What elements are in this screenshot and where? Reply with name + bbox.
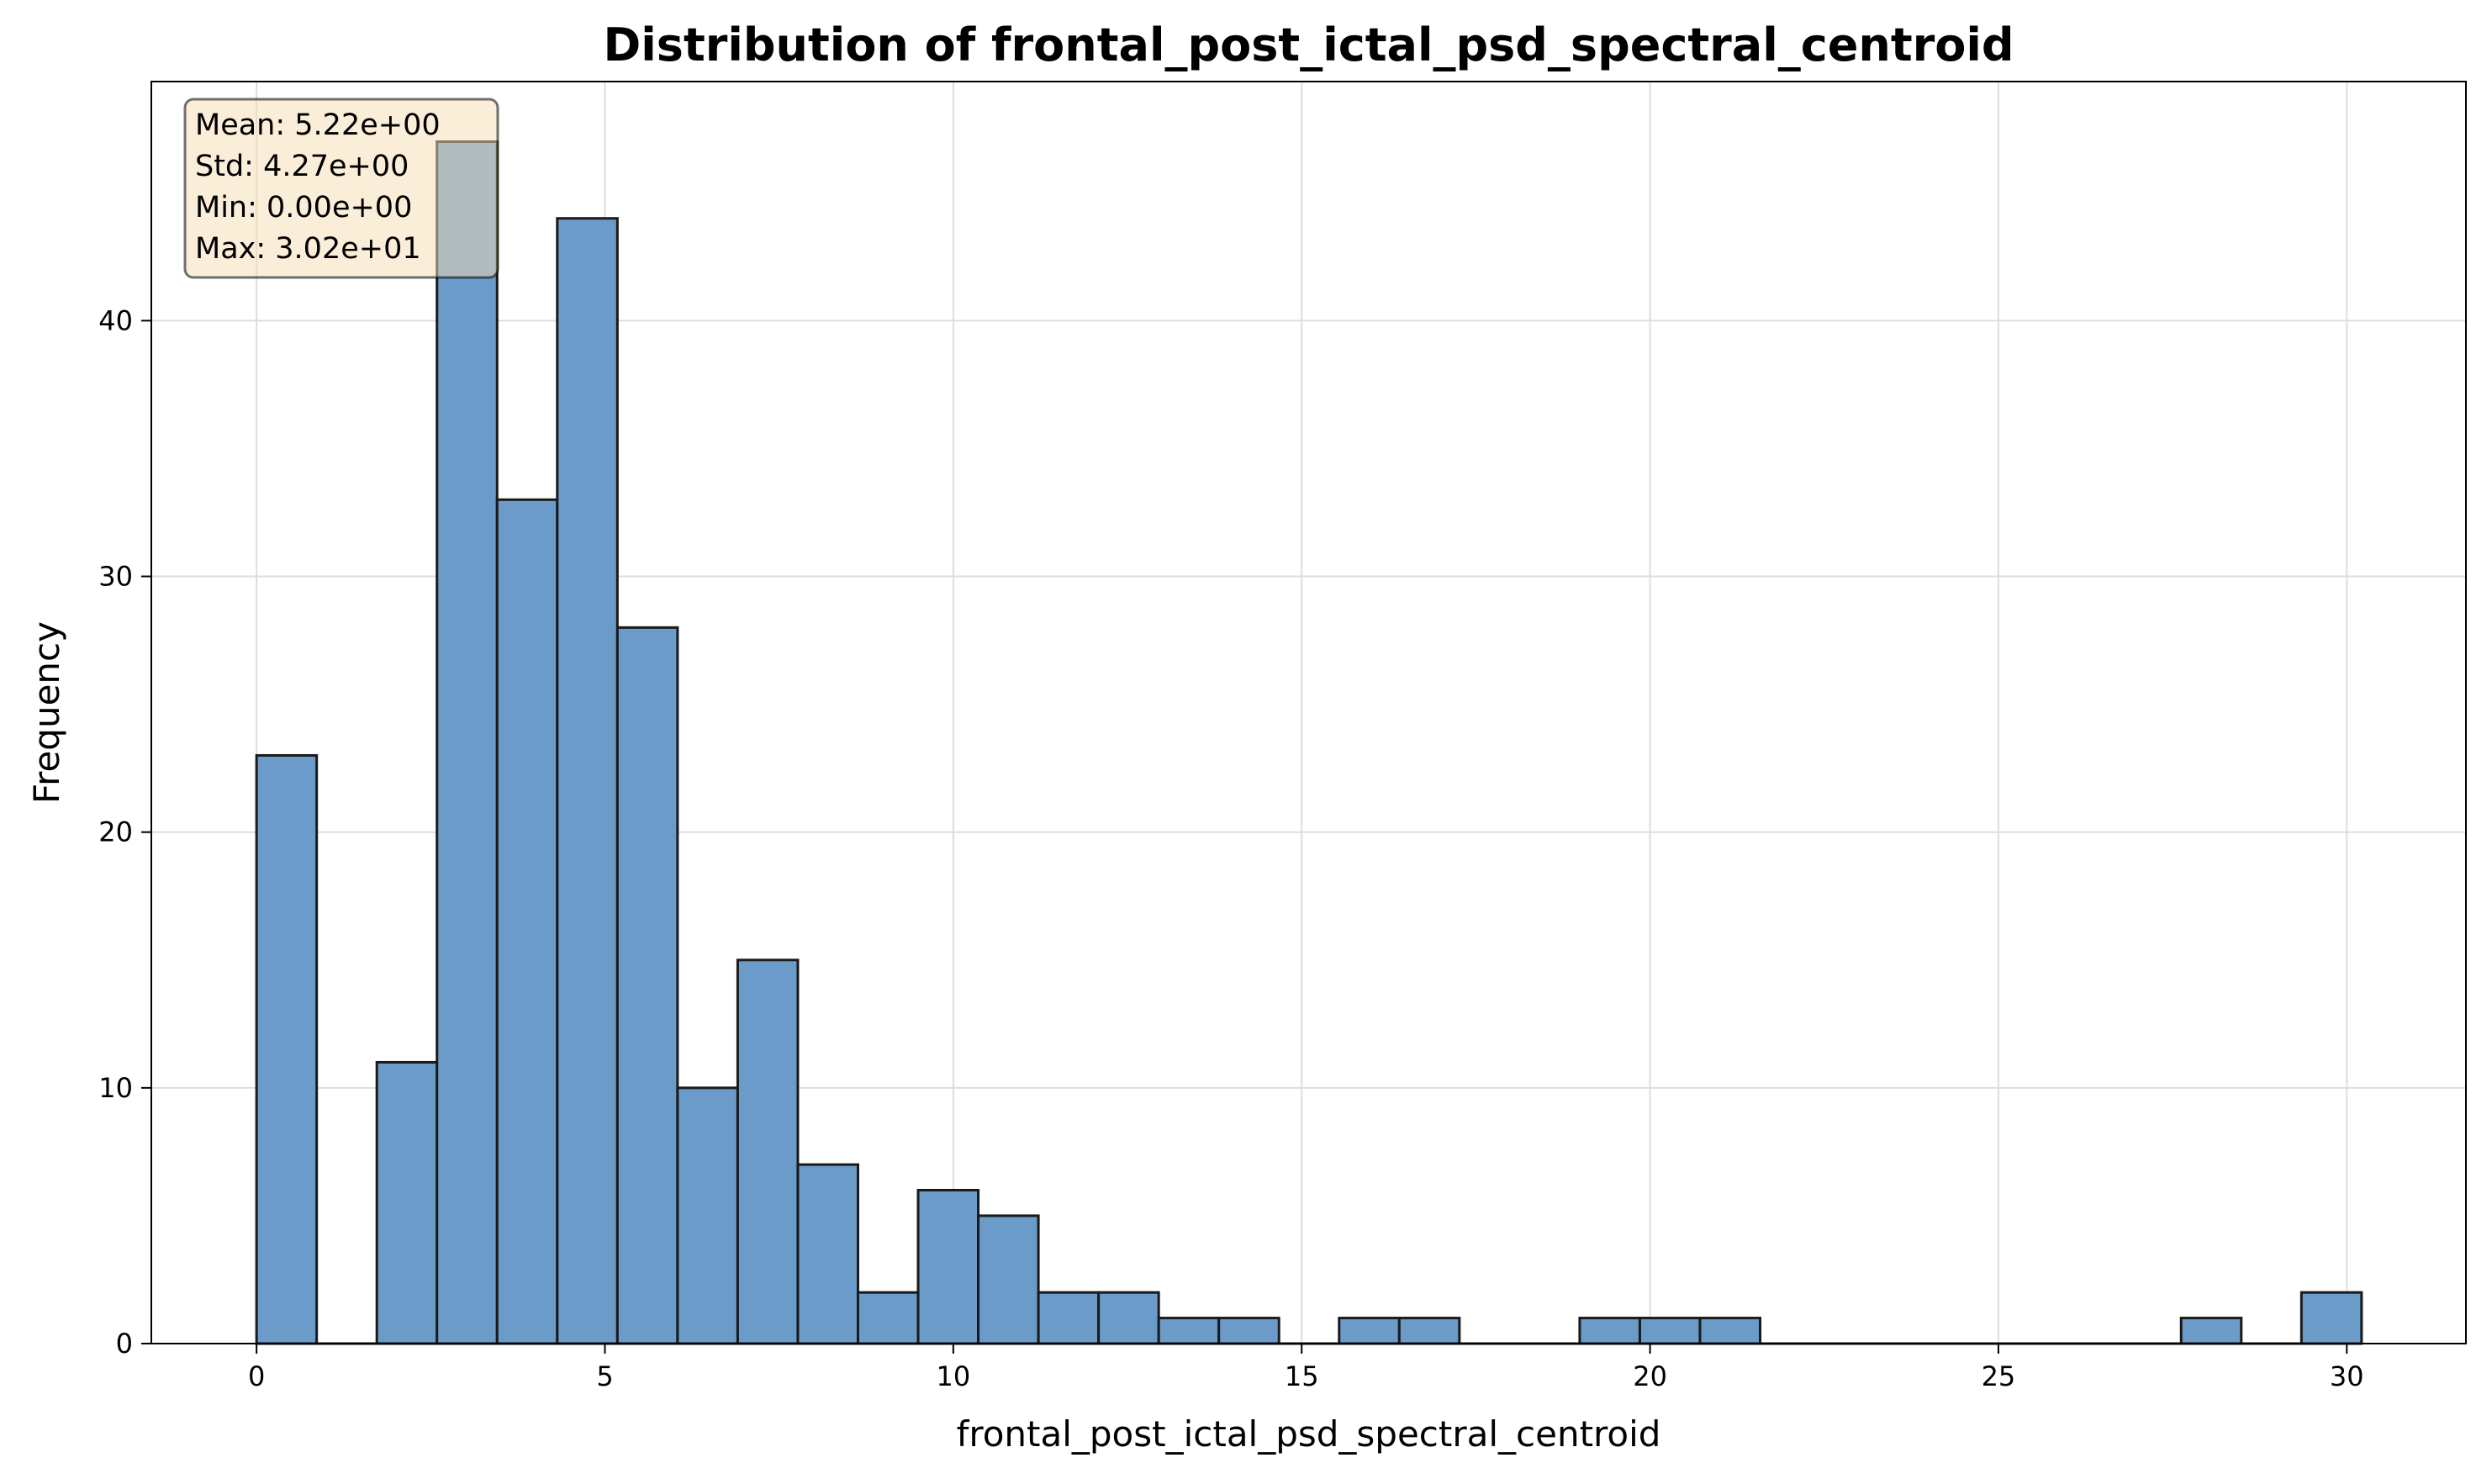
histogram-bar bbox=[556, 217, 619, 1345]
x-tick-label: 20 bbox=[1633, 1360, 1667, 1392]
histogram-bars bbox=[255, 140, 2363, 1345]
histogram-bar bbox=[1338, 1317, 1401, 1345]
y-axis-label: Frequency bbox=[26, 621, 67, 804]
x-tick-label: 10 bbox=[936, 1360, 970, 1392]
x-axis-label: frontal_post_ictal_psd_spectral_centroid bbox=[957, 1413, 1661, 1455]
histogram-bar bbox=[736, 959, 800, 1345]
x-tick-label: 25 bbox=[1982, 1360, 2016, 1392]
histogram-bar bbox=[977, 1214, 1040, 1345]
histogram-bar bbox=[1698, 1317, 1762, 1345]
stats-box-background bbox=[183, 98, 499, 279]
x-tick-label: 0 bbox=[248, 1360, 265, 1392]
histogram-bar bbox=[676, 1086, 739, 1345]
y-tick-label: 10 bbox=[98, 1072, 133, 1104]
x-tick-label: 15 bbox=[1285, 1360, 1319, 1392]
histogram-bar bbox=[2179, 1317, 2243, 1345]
histogram-bar bbox=[1217, 1317, 1280, 1345]
histogram-bar bbox=[1638, 1317, 1702, 1345]
histogram-bar bbox=[1097, 1291, 1160, 1345]
histogram-bar bbox=[1578, 1317, 1641, 1345]
histogram-bar bbox=[1397, 1317, 1461, 1345]
histogram-bar bbox=[495, 498, 559, 1345]
histogram-bar bbox=[796, 1163, 859, 1345]
histogram-bar bbox=[1037, 1291, 1101, 1345]
plot-frame bbox=[150, 81, 2467, 1344]
histogram-bar bbox=[375, 1060, 439, 1345]
y-tick-label: 20 bbox=[98, 816, 133, 848]
stats-min: Min: 0.00e+00 bbox=[195, 191, 412, 224]
histogram-bar bbox=[1157, 1317, 1221, 1345]
y-tick-label: 40 bbox=[98, 304, 133, 336]
histogram-bar bbox=[436, 140, 499, 1345]
histogram-bar bbox=[916, 1189, 980, 1345]
chart-title: Distribution of frontal_post_ictal_psd_s… bbox=[603, 18, 2014, 71]
histogram-bar bbox=[615, 626, 679, 1345]
stats-std: Std: 4.27e+00 bbox=[195, 150, 409, 183]
stats-box: Mean: 5.22e+00 Std: 4.27e+00 Min: 0.00e+… bbox=[183, 98, 499, 279]
stats-mean: Mean: 5.22e+00 bbox=[195, 108, 441, 142]
histogram-bar bbox=[856, 1291, 920, 1345]
x-tick-label: 5 bbox=[596, 1360, 613, 1392]
y-tick-label: 0 bbox=[116, 1328, 133, 1360]
stats-max: Max: 3.02e+01 bbox=[195, 232, 421, 266]
x-tick-label: 30 bbox=[2330, 1360, 2364, 1392]
histogram-bar bbox=[2299, 1291, 2363, 1345]
histogram-bar bbox=[255, 753, 319, 1345]
axis-ticks: 0 5 10 15 20 25 30 0 10 20 30 40 bbox=[98, 304, 2363, 1392]
y-tick-label: 30 bbox=[98, 561, 133, 593]
